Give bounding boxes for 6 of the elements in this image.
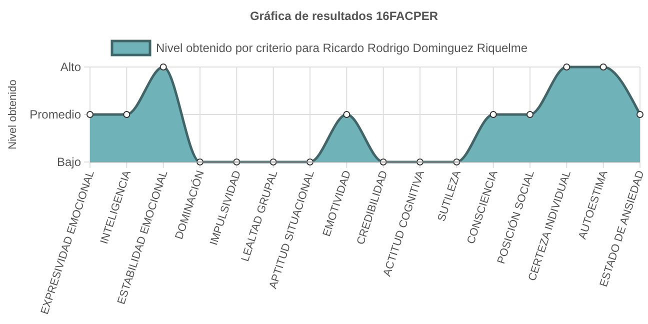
legend-label: Nivel obtenido por criterio para Ricardo Rodrigo Dominguez Riquelme [156, 41, 528, 55]
y-axis-title: Nivel obtenido [7, 80, 19, 150]
text: Bajo [56, 155, 82, 170]
text: Promedio [30, 108, 82, 122]
text: Alto [60, 60, 82, 74]
chart-title: Gráfica de resultados 16FACPER [250, 9, 438, 23]
